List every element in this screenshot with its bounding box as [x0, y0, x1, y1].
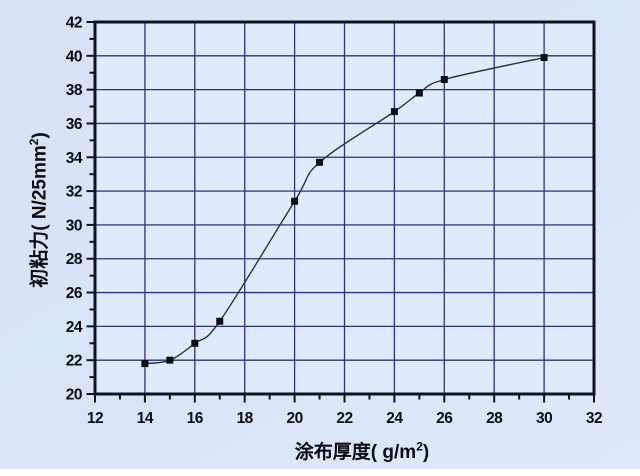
data-point-marker: [291, 197, 299, 205]
y-tick-label: 30: [66, 217, 82, 234]
y-tick-label: 42: [66, 15, 82, 32]
x-axis-title: 涂布厚度( g/m2): [42, 437, 640, 464]
data-point-marker: [141, 360, 149, 368]
y-tick-label: 24: [66, 319, 83, 336]
y-axis-title-text: 初粘力( N/25mm: [29, 145, 51, 288]
data-point-marker: [216, 317, 224, 325]
x-tick-label: 20: [286, 410, 302, 427]
y-tick-label: 38: [66, 82, 83, 99]
x-tick-label: 18: [237, 410, 254, 427]
x-tick-label: 16: [187, 410, 204, 427]
y-tick-label: 28: [66, 251, 83, 268]
data-curve: [144, 56, 545, 365]
data-point-marker: [415, 89, 423, 97]
y-axis-title: 初粘力( N/25mm2): [25, 132, 52, 288]
x-axis-title-text: 涂布厚度( g/m: [294, 442, 417, 463]
x-tick-label: 30: [536, 410, 552, 427]
y-tick-label: 22: [66, 353, 82, 370]
x-axis-title-superscript: 2: [416, 439, 423, 454]
x-tick-label: 14: [137, 410, 154, 427]
x-axis-title-close: ): [422, 442, 430, 463]
y-tick-label: 20: [66, 387, 82, 404]
y-tick-label: 40: [66, 48, 82, 65]
x-tick-label: 12: [87, 410, 103, 427]
x-tick-label: 22: [336, 410, 352, 427]
y-tick-label: 26: [66, 285, 83, 302]
data-point-marker: [440, 75, 448, 83]
x-tick-label: 26: [436, 410, 453, 427]
x-tick-label: 28: [486, 410, 503, 427]
y-axis-title-close: ): [29, 132, 51, 139]
data-point-marker: [540, 54, 548, 62]
y-tick-label: 36: [66, 116, 83, 133]
data-point-marker: [316, 158, 324, 166]
x-tick-label: 32: [586, 410, 602, 427]
data-point-marker: [191, 339, 199, 347]
y-axis-title-superscript: 2: [27, 138, 42, 146]
y-tick-label: 34: [66, 150, 83, 167]
axis-frame: [93, 20, 596, 396]
bottom-white-strip: [0, 469, 640, 476]
y-tick-label: 32: [66, 184, 82, 201]
x-tick-label: 24: [386, 410, 403, 427]
data-point-marker: [390, 108, 398, 116]
data-point-marker: [166, 356, 174, 364]
